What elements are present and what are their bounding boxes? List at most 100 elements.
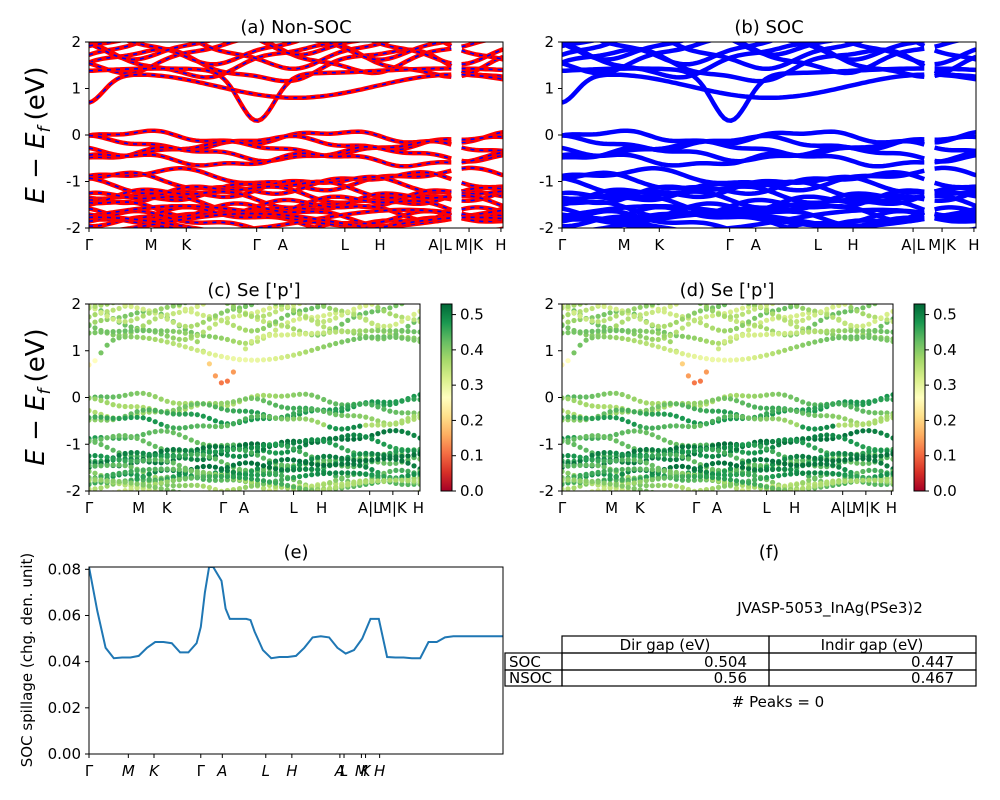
band-point <box>206 484 212 491</box>
band-point <box>715 416 722 422</box>
band-point <box>746 356 752 362</box>
band-point <box>273 393 279 399</box>
band-point <box>830 335 836 341</box>
band-point <box>722 494 727 499</box>
band-point <box>770 439 776 445</box>
band-point <box>667 311 673 317</box>
band-point <box>691 335 698 341</box>
band-point <box>104 435 110 441</box>
band-point <box>327 290 332 295</box>
band-point <box>602 292 607 297</box>
band-point <box>405 315 411 321</box>
band-point <box>788 419 794 425</box>
band-point <box>848 478 854 484</box>
band-point <box>98 291 103 296</box>
table-row-soc-dir: 0.504 <box>704 653 747 671</box>
band-point <box>273 458 279 464</box>
band-point <box>141 295 146 300</box>
band-point <box>224 378 230 384</box>
band-point <box>309 466 315 472</box>
band-point <box>248 472 255 478</box>
band-line-dash <box>89 151 503 168</box>
band-point <box>860 334 866 340</box>
band-point <box>351 312 357 318</box>
band-point <box>703 453 710 459</box>
band-point <box>158 466 164 472</box>
band-point <box>206 325 212 331</box>
band-point <box>637 454 643 460</box>
band-point <box>387 334 393 340</box>
band-point <box>224 447 230 453</box>
band-point <box>697 336 704 343</box>
band-point <box>631 421 637 427</box>
band-point <box>170 411 176 417</box>
band-point <box>375 478 381 484</box>
band-point <box>860 311 866 317</box>
band-point <box>152 452 158 459</box>
band-point <box>206 402 212 408</box>
band-point <box>878 315 884 321</box>
band-point <box>758 456 764 463</box>
band-point <box>872 289 877 294</box>
band-point <box>357 458 363 464</box>
band-point <box>637 304 643 310</box>
band-point <box>200 469 206 475</box>
band-point <box>739 414 746 420</box>
band-point <box>254 413 261 419</box>
band-point <box>110 329 116 335</box>
band-point <box>357 432 363 438</box>
band-point <box>565 477 571 483</box>
band-point <box>146 335 152 341</box>
band-point <box>806 325 812 331</box>
band-point <box>806 435 812 441</box>
band-point <box>92 453 98 459</box>
band-point <box>721 476 728 482</box>
band-point <box>649 336 655 342</box>
band-point <box>303 295 308 300</box>
band-point <box>866 460 872 466</box>
band-point <box>200 401 206 407</box>
band-point <box>619 328 625 334</box>
band-point <box>824 336 830 342</box>
band-point <box>842 457 848 463</box>
band-point <box>631 457 637 463</box>
band-point <box>619 457 625 463</box>
band-point <box>836 310 842 316</box>
band-point <box>182 434 188 440</box>
band-point <box>152 443 158 449</box>
band-point <box>399 314 405 320</box>
colorbar-tick-label: 0.3 <box>933 376 957 394</box>
panel-d-xtick-label: M|K <box>852 499 881 517</box>
band-point <box>224 487 230 491</box>
band-point <box>824 312 830 318</box>
band-point <box>794 324 800 330</box>
band-point <box>146 483 152 489</box>
band-point <box>733 446 740 452</box>
band-point <box>709 308 716 314</box>
band-point <box>92 477 98 483</box>
band-point <box>200 329 206 335</box>
band-point <box>321 453 327 459</box>
band-point <box>104 454 110 460</box>
band-point <box>224 400 230 406</box>
band-point <box>387 494 392 499</box>
band-point <box>739 311 746 317</box>
band-point <box>158 421 164 427</box>
band-point <box>339 445 345 451</box>
band-point <box>806 412 812 418</box>
band-point <box>182 425 188 431</box>
band-point <box>776 349 782 355</box>
band-point <box>351 336 357 342</box>
band-point <box>297 304 303 307</box>
band-point <box>764 352 770 358</box>
band-point <box>218 353 224 359</box>
band-point <box>715 304 722 310</box>
band-point <box>89 481 92 487</box>
band-point <box>607 409 613 415</box>
band-point <box>92 358 98 364</box>
band-point <box>607 334 613 340</box>
band-point <box>595 458 601 464</box>
band-point <box>589 457 595 463</box>
table-row-nsoc-dir: 0.56 <box>714 669 747 687</box>
band-point <box>577 444 583 450</box>
